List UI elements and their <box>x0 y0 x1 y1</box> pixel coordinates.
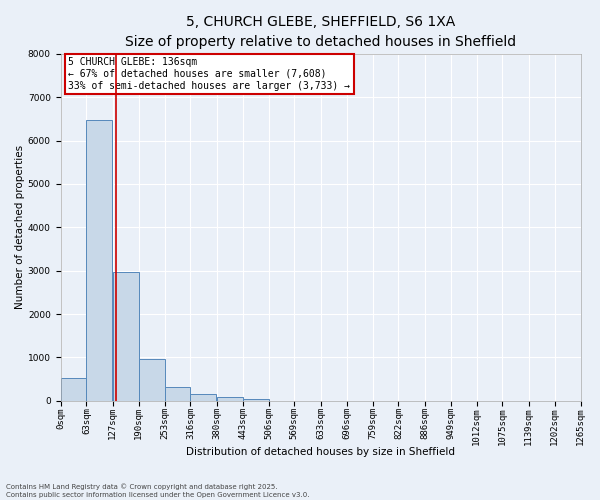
Bar <box>217 397 242 401</box>
Bar <box>139 359 164 401</box>
Bar <box>190 394 216 401</box>
Bar <box>242 398 269 401</box>
Text: 5 CHURCH GLEBE: 136sqm
← 67% of detached houses are smaller (7,608)
33% of semi-: 5 CHURCH GLEBE: 136sqm ← 67% of detached… <box>68 58 350 90</box>
Bar <box>164 386 190 401</box>
Bar <box>61 378 86 401</box>
Text: Contains HM Land Registry data © Crown copyright and database right 2025.
Contai: Contains HM Land Registry data © Crown c… <box>6 484 310 498</box>
Bar <box>86 120 112 401</box>
Bar <box>113 272 139 401</box>
X-axis label: Distribution of detached houses by size in Sheffield: Distribution of detached houses by size … <box>186 448 455 458</box>
Title: 5, CHURCH GLEBE, SHEFFIELD, S6 1XA
Size of property relative to detached houses : 5, CHURCH GLEBE, SHEFFIELD, S6 1XA Size … <box>125 15 516 48</box>
Y-axis label: Number of detached properties: Number of detached properties <box>15 146 25 310</box>
